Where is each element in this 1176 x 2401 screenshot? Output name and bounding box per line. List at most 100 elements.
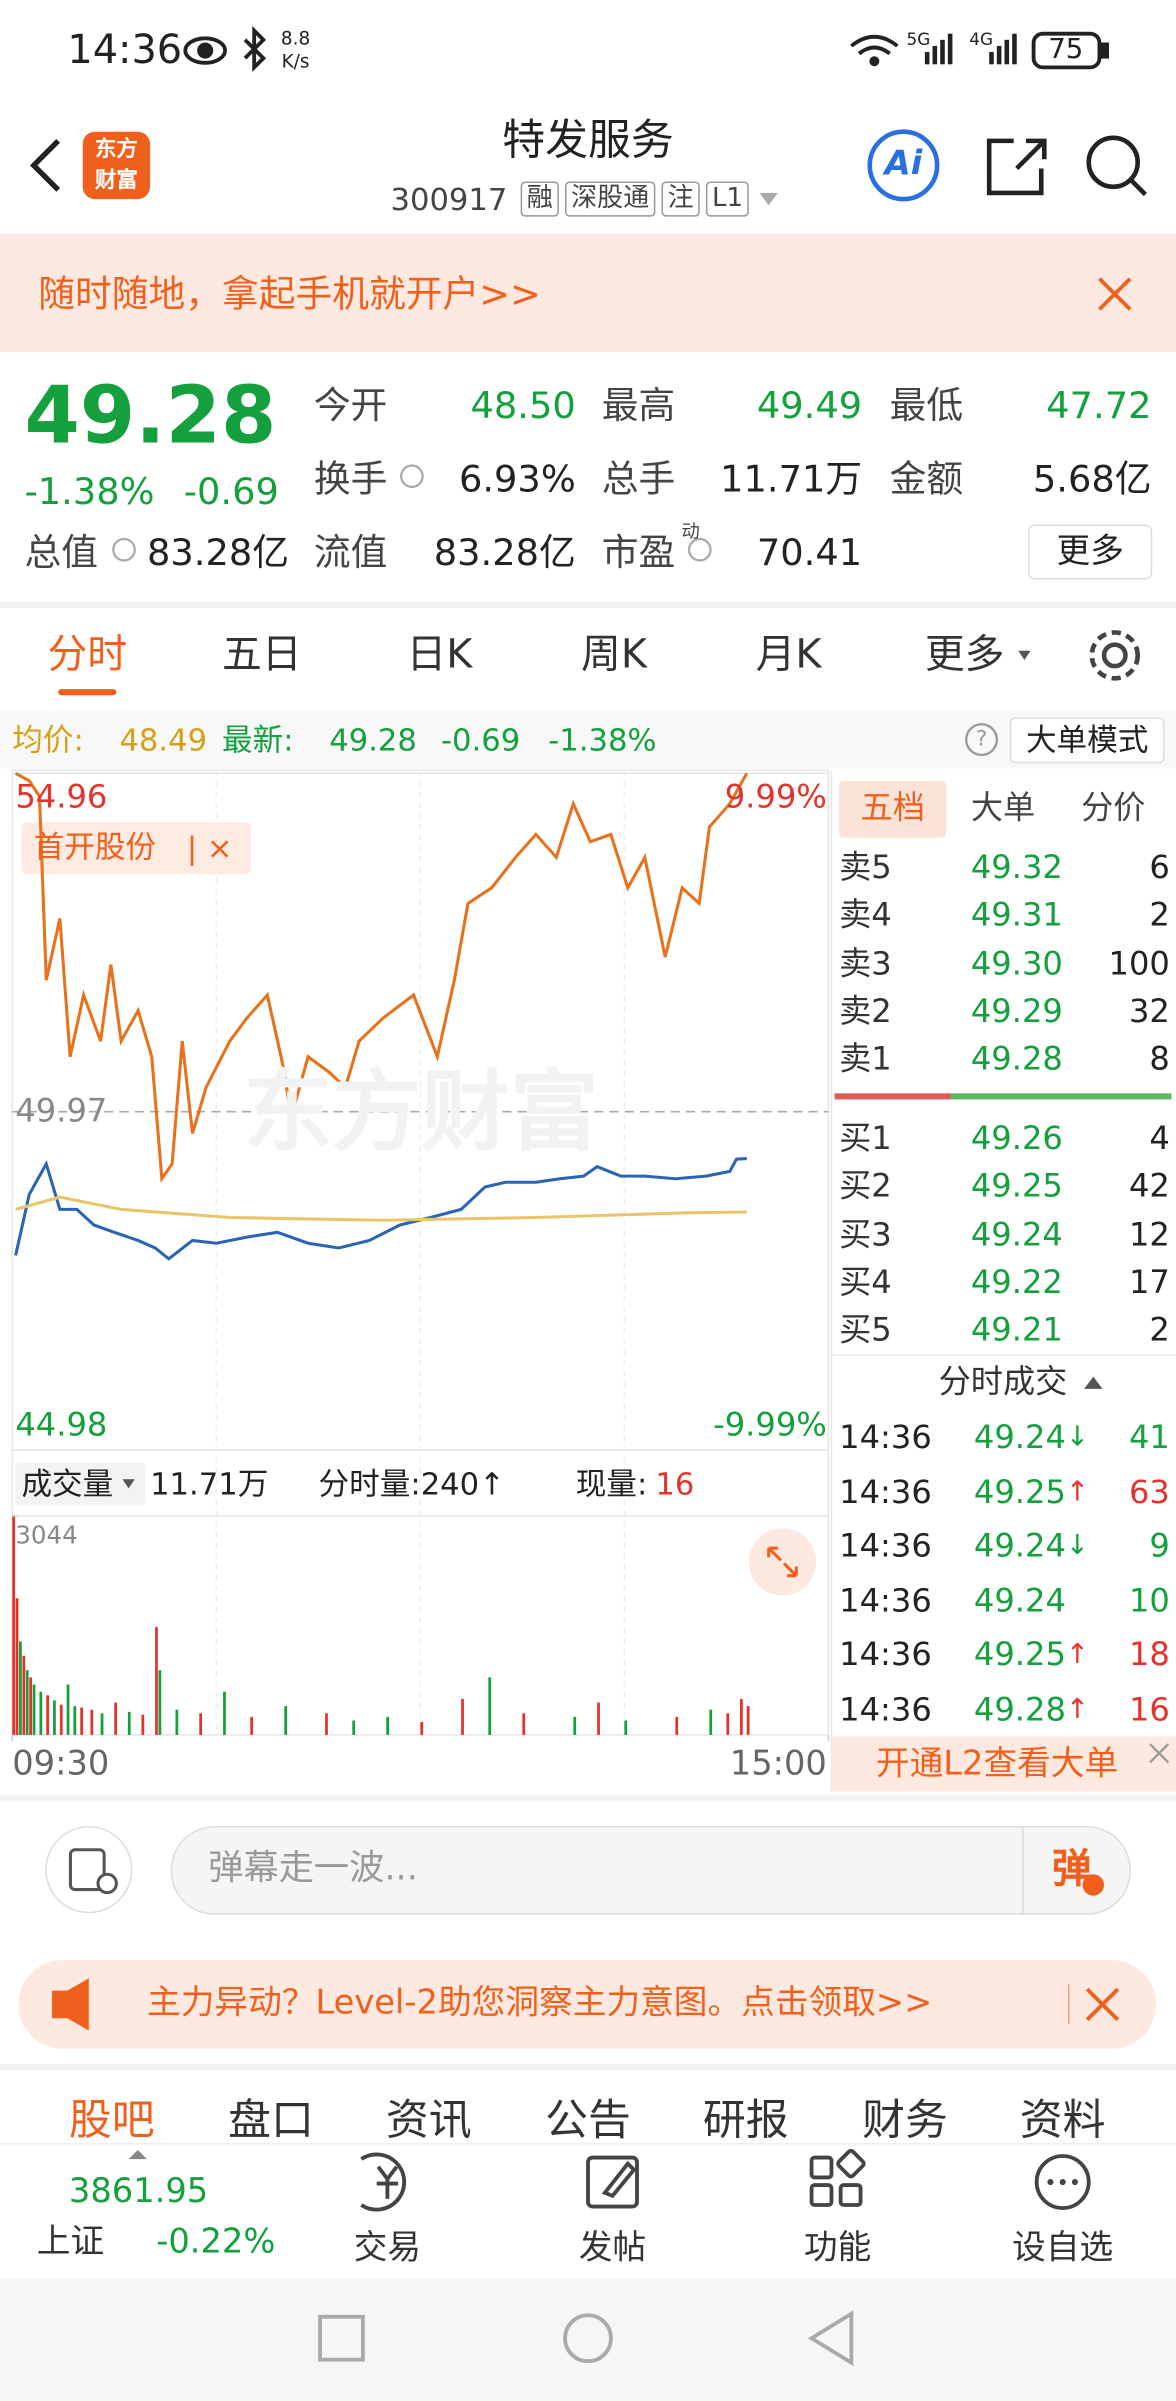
info-icon — [113, 539, 134, 560]
book-price: 49.25 — [971, 1171, 1063, 1203]
ai-label[interactable]: Ai — [885, 149, 923, 183]
index-value[interactable]: 3861.95 — [69, 2176, 208, 2210]
period-tab[interactable]: 五日 — [222, 635, 302, 675]
latest-label: 最新: — [222, 724, 294, 755]
stat-label: 最高 — [602, 387, 676, 424]
content-tab[interactable]: 盘口 — [228, 2099, 314, 2142]
period-tab[interactable]: 周K — [581, 635, 647, 675]
trade-price: 49.25 — [974, 1639, 1066, 1671]
book-volume: 17 — [1129, 1267, 1170, 1299]
stat-value: 11.71万 — [720, 461, 862, 498]
volume-title[interactable]: 成交量 — [21, 1468, 113, 1499]
volume-bar — [141, 1715, 144, 1735]
comment-placeholder[interactable]: 弹幕走一波... — [208, 1852, 418, 1887]
trade-arrow: ↑ — [1066, 1642, 1089, 1670]
stat-value: 70.41 — [757, 534, 862, 571]
stock-tag: L1 — [706, 181, 749, 216]
more-label[interactable]: 更多 — [1057, 536, 1124, 570]
info-icon — [689, 539, 710, 560]
search-button[interactable] — [1089, 138, 1146, 195]
stat-value: 49.49 — [757, 387, 862, 424]
book-label: 卖4 — [839, 900, 892, 932]
last-price: 49.28 — [25, 377, 277, 457]
content-tab[interactable]: 股吧 — [69, 2099, 155, 2142]
current-volume: 16 — [655, 1468, 694, 1499]
book-tab[interactable]: 五档 — [861, 792, 925, 824]
book-price: 49.26 — [971, 1123, 1063, 1155]
promo-text[interactable]: 主力异动？Level-2助您洞察主力意图。点击领取>> — [147, 1988, 932, 2022]
volume-bar — [675, 1717, 678, 1735]
share-button[interactable] — [989, 141, 1044, 193]
expand-button[interactable] — [749, 1528, 816, 1595]
book-volume: 6 — [1149, 852, 1169, 884]
nav-item[interactable]: 发帖 — [579, 2233, 646, 2267]
change-pct: -1.38% — [25, 473, 155, 510]
book-label: 买2 — [839, 1171, 892, 1203]
volume-bar — [101, 1713, 104, 1735]
price-line — [16, 1197, 747, 1220]
volume-bar — [386, 1717, 389, 1735]
battery-level: 75 — [1048, 37, 1083, 65]
content-tab[interactable]: 财务 — [862, 2099, 948, 2142]
trades-title[interactable]: 分时成交 — [939, 1367, 1068, 1399]
book-tab[interactable]: 大单 — [971, 792, 1035, 824]
stock-name: 特发服务 — [502, 119, 674, 162]
period-tab[interactable]: 分时 — [47, 635, 127, 675]
l2-button[interactable]: 开通L2查看大单 — [876, 1749, 1118, 1783]
stat-value: 6.93% — [459, 461, 576, 498]
book-price: 49.32 — [971, 852, 1063, 884]
compare-tag: 首开股份 — [34, 831, 157, 862]
book-volume: 2 — [1149, 900, 1169, 932]
nav-item[interactable]: 交易 — [354, 2233, 421, 2267]
volume-bar — [488, 1677, 491, 1735]
stock-code: 300917 — [390, 184, 507, 215]
send-button[interactable]: 弹 — [1052, 1850, 1092, 1890]
tick-volume: 分时量:240↑ — [319, 1468, 505, 1499]
content-tab[interactable]: 公告 — [545, 2099, 631, 2142]
stat-label: 最低 — [890, 387, 964, 424]
volume-bar — [158, 1670, 161, 1735]
y-tick-label: 49.97 — [15, 1096, 107, 1128]
avg-label: 均价: — [12, 724, 84, 755]
book-tab[interactable]: 分价 — [1081, 792, 1145, 824]
trade-time: 14:36 — [839, 1585, 932, 1617]
volume-bar — [114, 1703, 117, 1735]
big-order-label[interactable]: 大单模式 — [1026, 724, 1149, 755]
stat-label: 市盈 — [602, 534, 676, 571]
settings-button[interactable] — [1092, 632, 1138, 678]
trade-volume: 41 — [1129, 1422, 1170, 1454]
period-tab[interactable]: 日K — [406, 635, 472, 675]
period-tab[interactable]: 更多 — [925, 635, 1005, 675]
stat-label: 总值 — [25, 534, 99, 571]
volume-bar — [199, 1713, 202, 1735]
volume-bar — [420, 1722, 423, 1735]
volume-bar — [522, 1713, 525, 1735]
banner-text[interactable]: 随时随地，拿起手机就开户>> — [38, 276, 541, 313]
trade-volume: 18 — [1129, 1639, 1170, 1671]
stat-value: 47.72 — [1046, 387, 1151, 424]
nav-item[interactable]: 功能 — [804, 2233, 871, 2267]
book-volume: 32 — [1129, 996, 1170, 1028]
volume-bar — [19, 1641, 22, 1735]
volume-bar — [223, 1692, 226, 1735]
content-tab[interactable]: 研报 — [703, 2099, 789, 2142]
trade-time: 14:36 — [839, 1422, 932, 1454]
trade-price: 49.25 — [974, 1476, 1066, 1508]
avg-value: 48.49 — [119, 724, 207, 755]
nav-item[interactable]: 设自选 — [1012, 2233, 1113, 2267]
tab-indicator — [58, 689, 116, 695]
trade-volume: 16 — [1129, 1694, 1170, 1726]
content-tab[interactable]: 资讯 — [386, 2099, 472, 2142]
volume-bar — [90, 1710, 93, 1735]
period-tab[interactable]: 月K — [756, 635, 822, 675]
volume-bar — [726, 1713, 729, 1735]
content-tab[interactable]: 资料 — [1020, 2099, 1106, 2142]
trade-volume: 63 — [1129, 1476, 1170, 1508]
stat-value: 5.68亿 — [1033, 461, 1152, 498]
latest-change: -0.69 — [441, 724, 520, 755]
help-icon[interactable]: ? — [976, 729, 987, 750]
latest-value: 49.28 — [329, 724, 417, 755]
back-button[interactable] — [34, 141, 59, 190]
volume-bar — [747, 1706, 750, 1735]
